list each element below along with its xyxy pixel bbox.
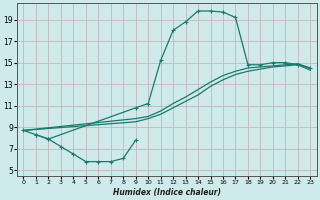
X-axis label: Humidex (Indice chaleur): Humidex (Indice chaleur)	[113, 188, 221, 197]
